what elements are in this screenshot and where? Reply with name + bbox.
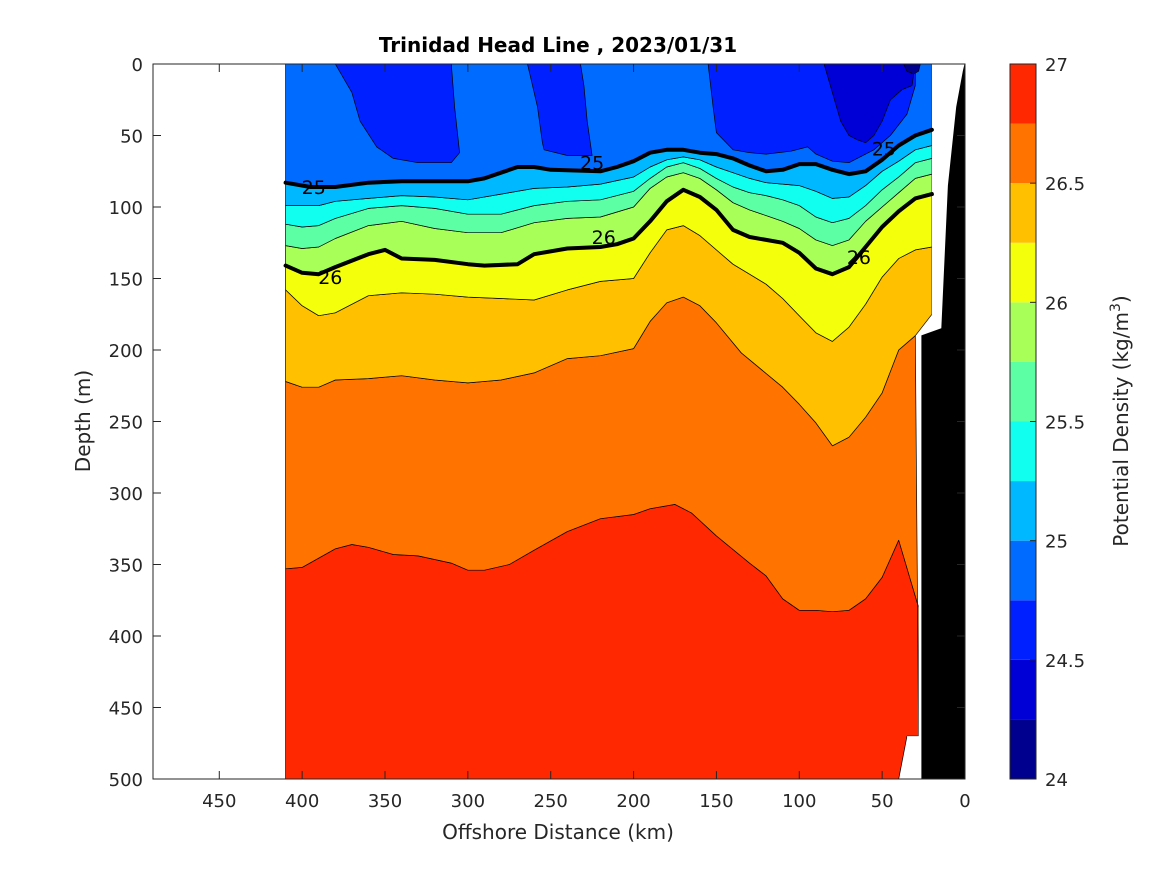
- contour-label-2: 25: [872, 138, 896, 160]
- isopycnal-26: [283, 187, 934, 277]
- colorbar-tick-label-2: 25: [1045, 532, 1068, 553]
- x-tick-label-8: 50: [871, 791, 894, 812]
- x-tick-label-4: 250: [534, 791, 568, 812]
- x-tick-label-7: 100: [782, 791, 816, 812]
- x-axis: 450 400 350 300 250 200 150 100 50 0: [202, 64, 971, 812]
- contour-label-0: 25: [302, 177, 326, 199]
- contour-label-text-0: 25: [302, 177, 326, 199]
- colorbar-band-1: [1010, 659, 1036, 720]
- no-data-mask-0: [931, 64, 965, 329]
- x-tick-label-9: 0: [959, 791, 970, 812]
- x-tick-label-2: 350: [368, 791, 402, 812]
- contour-label-text-5: 26: [847, 247, 871, 269]
- chart-title: Trinidad Head Line , 2023/01/31: [379, 33, 737, 57]
- y-axis-title: Depth (m): [71, 370, 95, 472]
- y-tick-label-5: 250: [109, 413, 143, 434]
- y-tick-label-2: 100: [109, 198, 143, 219]
- no-data-mask-1: [907, 335, 922, 779]
- density-region-9: [334, 63, 460, 164]
- x-tick-label-5: 200: [616, 791, 650, 812]
- contour-label-3: 26: [318, 267, 342, 289]
- colorbar-band-0: [1010, 719, 1036, 779]
- colorbar: 24 24.5 25 25.5 26 26.5 27: [1009, 55, 1085, 791]
- y-tick-label-3: 150: [109, 270, 143, 291]
- contour-fills: [285, 63, 966, 780]
- colorbar-tick-label-4: 26: [1045, 293, 1068, 314]
- colorbar-tick-label-6: 27: [1045, 55, 1068, 76]
- contour-label-1: 25: [580, 153, 604, 175]
- colorbar-band-6: [1010, 361, 1036, 422]
- y-tick-label-0: 0: [132, 55, 143, 76]
- colorbar-band-4: [1010, 481, 1036, 541]
- colorbar-tick-label-5: 26.5: [1045, 174, 1085, 195]
- y-tick-label-10: 500: [109, 770, 143, 791]
- x-axis-title: Offshore Distance (km): [442, 820, 674, 844]
- contour-label-4: 26: [592, 227, 616, 249]
- contour-label-text-1: 25: [580, 153, 604, 175]
- colorbar-band-7: [1010, 302, 1036, 362]
- colorbar-tick-label-3: 25.5: [1045, 413, 1085, 434]
- colorbar-band-11: [1010, 64, 1036, 124]
- colorbar-title-superscript: 3: [1108, 303, 1124, 312]
- x-tick-label-1: 400: [285, 791, 319, 812]
- y-tick-label-7: 350: [109, 556, 143, 577]
- contour-label-text-2: 25: [872, 138, 896, 160]
- contour-label-5: 26: [847, 247, 871, 269]
- colorbar-title: Potential Density (kg/m3): [1108, 295, 1133, 546]
- y-tick-label-6: 300: [109, 484, 143, 505]
- contour-label-text-4: 26: [592, 227, 616, 249]
- colorbar-band-10: [1010, 123, 1036, 184]
- density-region-12: [823, 63, 916, 144]
- x-tick-label-6: 150: [699, 791, 733, 812]
- x-tick-label-0: 450: [202, 791, 236, 812]
- contour-label-text-3: 26: [318, 267, 342, 289]
- colorbar-title-close: ): [1109, 295, 1133, 303]
- colorbar-band-9: [1010, 183, 1036, 243]
- x-tick-label-3: 300: [451, 791, 485, 812]
- density-region-10: [527, 63, 593, 156]
- isopycnal-25: [283, 127, 934, 189]
- colorbar-band-3: [1010, 540, 1036, 601]
- colorbar-band-8: [1010, 242, 1036, 303]
- colorbar-title-main: Potential Density (kg/m: [1109, 312, 1133, 547]
- colorbar-band-2: [1010, 600, 1036, 660]
- y-axis: 0 50 100 150 200 250 300 350 400 450 500: [109, 55, 965, 791]
- y-tick-label-9: 450: [109, 699, 143, 720]
- colorbar-tick-label-1: 24.5: [1045, 651, 1085, 672]
- colorbar-tick-label-0: 24: [1045, 770, 1068, 791]
- contour-labels: 25 25 25 26 26 26: [302, 138, 896, 289]
- y-tick-label-1: 50: [120, 127, 143, 148]
- colorbar-band-5: [1010, 421, 1036, 482]
- isopycnal-lines: [283, 127, 934, 277]
- y-tick-label-8: 400: [109, 627, 143, 648]
- y-tick-label-4: 200: [109, 341, 143, 362]
